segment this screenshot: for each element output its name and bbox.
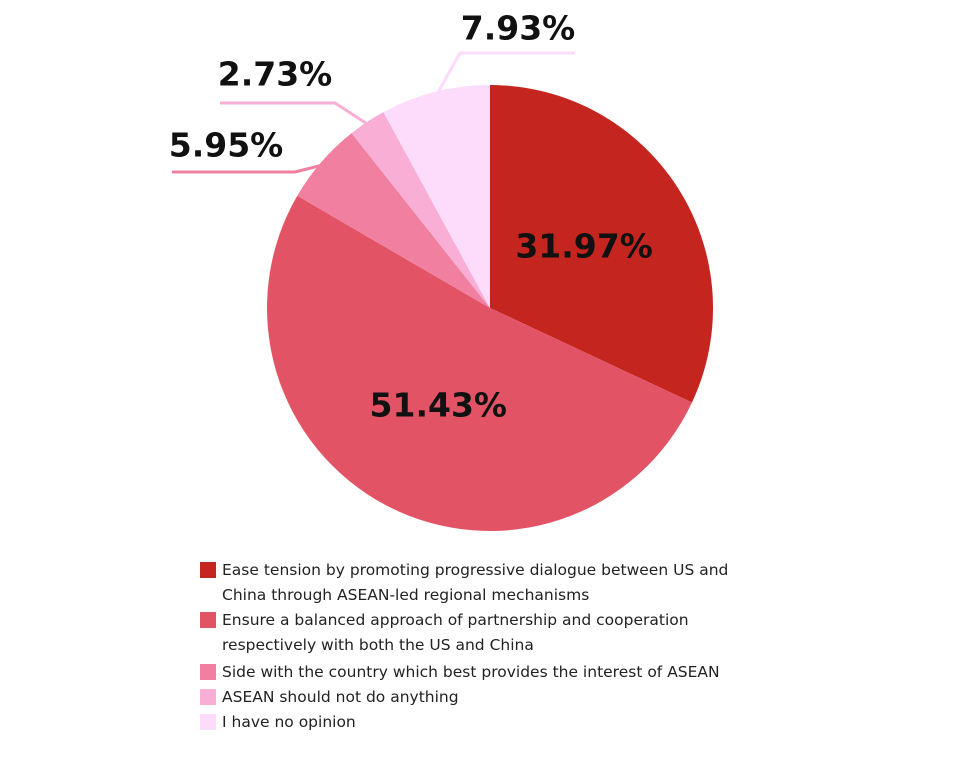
legend-entry: Ease tension by promoting progressive di… <box>200 558 740 608</box>
legend-entry: Side with the country which best provide… <box>200 660 820 685</box>
legend-swatch <box>200 664 216 680</box>
pie-slice <box>351 112 490 308</box>
pie-slice <box>490 85 713 403</box>
value-label: 7.93% <box>461 9 576 48</box>
legend-label: I have no opinion <box>222 713 356 731</box>
leader-line <box>172 163 325 174</box>
legend-entry: I have no opinion <box>200 710 820 735</box>
value-label: 51.43% <box>370 385 507 424</box>
legend-label: Ensure a balanced approach of partnershi… <box>222 611 689 654</box>
legend-label: Ease tension by promoting progressive di… <box>222 561 729 604</box>
value-label: 5.95% <box>169 126 284 165</box>
pie-slice <box>267 195 692 531</box>
legend-entry: Ensure a balanced approach of partnershi… <box>200 608 740 658</box>
value-label: 2.73% <box>218 55 333 94</box>
legend-swatch <box>200 689 216 705</box>
value-label: 31.97% <box>515 227 652 266</box>
legend-label: ASEAN should not do anything <box>222 688 459 706</box>
leader-line <box>220 101 371 127</box>
legend-swatch <box>200 612 216 628</box>
legend-swatch <box>200 562 216 578</box>
legend-label: Side with the country which best provide… <box>222 663 720 681</box>
pie-slice <box>383 85 490 308</box>
leader-line <box>434 51 575 97</box>
legend-swatch <box>200 714 216 730</box>
legend-entry: ASEAN should not do anything <box>200 685 820 710</box>
pie-slice <box>297 133 490 308</box>
